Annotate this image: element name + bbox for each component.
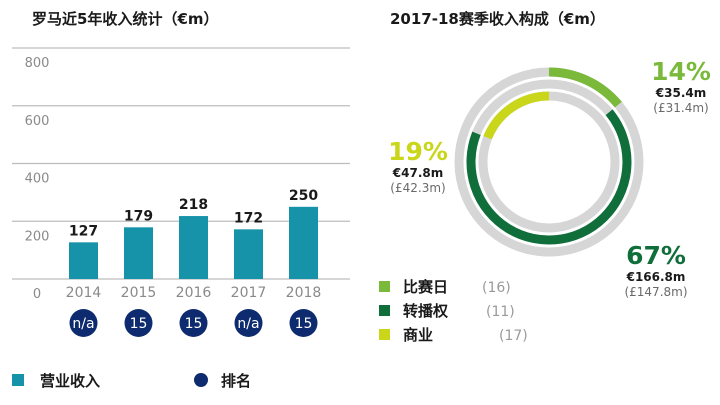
slice-percent-matchday: 14% [651,57,711,86]
donut-legend: 比赛日 (16) 转播权 (11) 商业 (17) [379,278,528,344]
slice-percent-commercial: 19% [388,137,448,166]
rank-marker [124,309,153,337]
y-tick-label: 0 [33,287,41,302]
bar-2015 [124,227,153,279]
bar-x-axis: 2014 2015 2016 2017 2018 [66,285,322,301]
rank-label: 15 [185,316,203,332]
legend-swatch-matchday [379,281,390,292]
legend-rank-broadcasting: (11) [486,304,515,320]
rank-label: n/a [237,316,259,332]
x-tick-label: 2015 [121,285,157,301]
legend-rank-matchday: (16) [482,280,511,296]
donut-slice [483,91,550,140]
legend-label-commercial: 商业 [403,326,433,344]
bar-y-axis: 0 200 400 600 800 [25,56,50,302]
donut-chart-title: 2017-18赛季收入构成（€m） [390,10,605,28]
x-tick-label: 2014 [66,285,102,301]
legend-swatch-broadcasting [379,305,390,316]
bar-value-label: 172 [234,210,263,226]
slice-gbp-commercial: (£42.3m) [390,181,445,195]
legend-swatch-commercial [379,329,390,340]
slice-gbp-matchday: (£31.4m) [653,101,708,115]
bar-series: 127 179 218 172 250 [69,188,318,279]
rank-marker [69,309,98,337]
rank-marker [289,309,318,337]
rank-series: n/a 15 15 n/a 15 [69,309,318,337]
y-tick-label: 600 [25,114,50,129]
x-tick-label: 2017 [231,285,267,301]
slice-eur-broadcasting: €166.8m [626,270,686,284]
donut-chart [454,67,644,257]
bar-chart-title: 罗马近5年收入统计（€m） [32,10,219,28]
y-tick-label: 200 [25,229,50,244]
legend-rank-commercial: (17) [499,328,528,344]
slice-percent-broadcasting: 67% [626,241,686,270]
y-tick-label: 800 [25,56,50,71]
rank-marker [234,309,263,337]
donut-labels: 14% €35.4m (£31.4m) 19% €47.8m (£42.3m) … [388,57,711,299]
bar-2016 [179,216,208,279]
legend-swatch-rank [194,373,208,387]
legend-label-matchday: 比赛日 [403,278,448,296]
legend-label-revenue: 营业收入 [40,372,100,390]
y-tick-label: 400 [25,172,50,187]
legend-label-broadcasting: 转播权 [403,302,449,320]
rank-label: 15 [130,316,148,332]
bar-value-label: 250 [289,188,318,204]
bar-legend: 营业收入 排名 [12,372,251,390]
rank-label: n/a [72,316,94,332]
donut-slice [466,109,632,245]
rank-label: 15 [295,316,313,332]
legend-label-rank: 排名 [221,372,251,390]
x-tick-label: 2018 [286,285,322,301]
slice-eur-commercial: €47.8m [392,166,443,180]
bar-value-label: 179 [124,208,153,224]
legend-swatch-revenue [12,374,24,386]
rank-marker [179,309,208,337]
bar-2014 [69,242,98,279]
bar-value-label: 218 [179,197,208,213]
donut-slice [548,67,622,108]
slice-eur-matchday: €35.4m [655,86,706,100]
x-tick-label: 2016 [176,285,212,301]
bar-value-label: 127 [69,223,98,239]
bar-2018 [289,206,318,279]
slice-gbp-broadcasting: (£147.8m) [624,285,687,299]
bar-2017 [234,229,263,279]
